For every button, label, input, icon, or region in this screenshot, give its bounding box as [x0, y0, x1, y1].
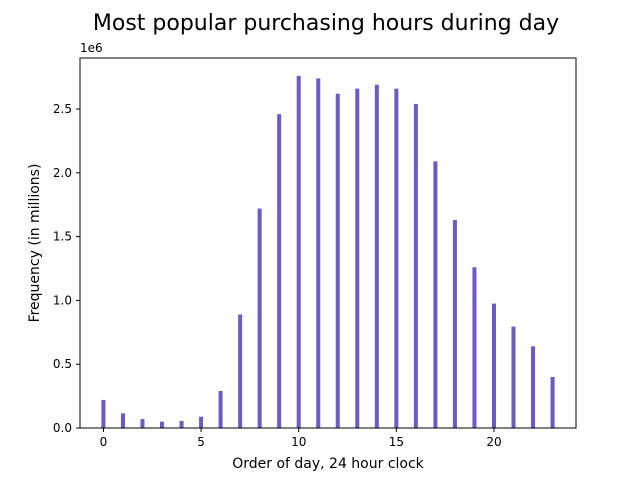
bar-hour-9	[277, 114, 282, 428]
bar-hour-19	[472, 267, 477, 428]
bar-hour-3	[160, 421, 165, 428]
bar-hour-14	[374, 84, 379, 428]
bar-hour-5	[199, 416, 204, 428]
y-tick-label: 1.0	[53, 293, 72, 307]
bar-hour-18	[452, 220, 457, 428]
y-tick-label: 0.0	[53, 421, 72, 435]
y-axis-label: Frequency (in millions)	[27, 164, 43, 323]
bar-hour-15	[394, 88, 399, 429]
bar-hour-22	[531, 346, 536, 428]
bar-hour-11	[316, 78, 321, 428]
x-tick-label: 0	[100, 435, 108, 449]
bar-hour-21	[511, 326, 516, 428]
y-tick-label: 0.5	[53, 357, 72, 371]
y-tick-label: 2.0	[53, 166, 72, 180]
x-tick-label: 15	[389, 435, 404, 449]
bar-hour-8	[257, 208, 262, 428]
bar-hour-7	[238, 314, 243, 428]
bar-hour-17	[433, 161, 438, 428]
bar-hour-16	[413, 103, 418, 429]
bar-hour-23	[550, 376, 555, 428]
bar-hour-4	[179, 420, 184, 428]
bar-hour-0	[101, 399, 106, 428]
x-axis-label: Order of day, 24 hour clock	[232, 456, 424, 472]
x-tick-label: 10	[291, 435, 306, 449]
y-ticks-group: 0.0 0.5 1.0 1.5 2.0 2.5	[53, 102, 80, 435]
bar-hour-2	[140, 419, 145, 428]
y-tick-label: 2.5	[53, 102, 72, 116]
bar-hour-10	[296, 75, 301, 429]
bar-hour-12	[335, 93, 340, 428]
bar-hour-20	[491, 303, 496, 428]
x-tick-label: 20	[486, 435, 501, 449]
plot-frame	[79, 57, 577, 429]
bar-hour-6	[218, 391, 223, 428]
bar-hour-13	[355, 88, 360, 429]
bars-group	[101, 75, 555, 429]
y-tick-label: 1.5	[53, 230, 72, 244]
chart-title: Most popular purchasing hours during day	[93, 11, 559, 36]
x-ticks-group: 0 5 10 15 20	[100, 428, 502, 449]
x-tick-label: 5	[197, 435, 205, 449]
y-axis-offset-label: 1e6	[80, 41, 103, 55]
bar-hour-1	[120, 413, 125, 428]
